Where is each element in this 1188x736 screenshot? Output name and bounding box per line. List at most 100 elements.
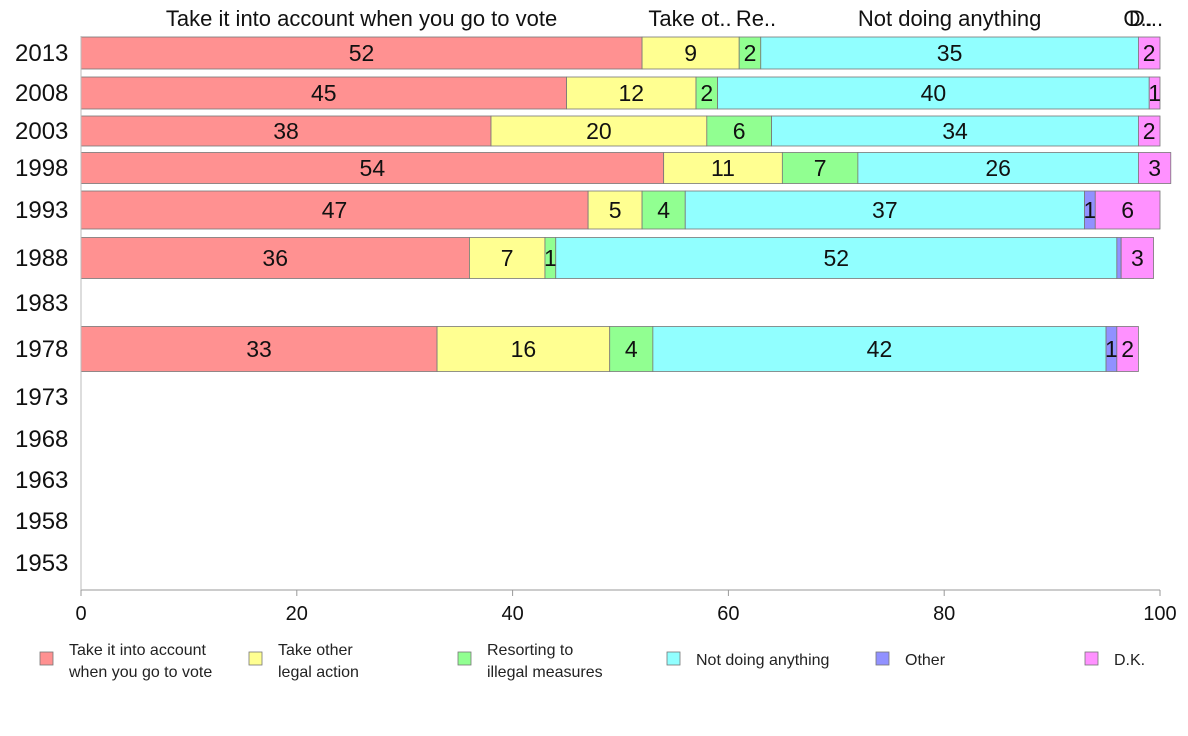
bar-value-label: 1	[1148, 80, 1161, 106]
bar-value-label: 20	[586, 118, 612, 144]
legend-label: when you go to vote	[68, 664, 212, 681]
legend-swatch	[666, 651, 681, 666]
bar-value-label: 54	[360, 155, 386, 181]
year-label: 1998	[15, 155, 68, 182]
year-label: 1973	[15, 384, 68, 411]
legend-label: D.K.	[1114, 652, 1145, 669]
year-label: 2008	[15, 80, 68, 107]
bar-segment	[80, 36, 643, 70]
year-label: 2013	[15, 40, 68, 67]
year-label: 2003	[15, 118, 68, 145]
bar-segment	[1148, 76, 1161, 110]
x-tick-label: 0	[75, 603, 86, 625]
year-label: 1978	[15, 336, 68, 363]
bar-segment	[663, 152, 783, 184]
year-label: 1953	[15, 550, 68, 577]
x-tick-label: 40	[501, 603, 523, 625]
bar-value-label: 4	[625, 336, 638, 362]
bar-segment	[566, 76, 697, 110]
bar-value-label: 3	[1148, 155, 1161, 181]
bar-value-label: 34	[942, 118, 968, 144]
legend-swatch	[875, 651, 890, 666]
year-label: 1993	[15, 197, 68, 224]
bar-segment	[80, 76, 567, 110]
bar-value-label: 40	[921, 80, 947, 106]
bar-value-label: 2	[700, 80, 713, 106]
bar-value-label: 1	[1105, 336, 1118, 362]
bar-segment	[1116, 237, 1122, 279]
bar-segment	[609, 326, 654, 372]
x-tick-label: 100	[1143, 603, 1176, 625]
bar-segment	[781, 152, 859, 184]
bar-value-label: 33	[246, 336, 272, 362]
year-label: 1963	[15, 467, 68, 494]
bar-value-label: 1	[544, 245, 557, 271]
bar-value-label: 35	[937, 40, 963, 66]
bar-value-label: 4	[657, 197, 670, 223]
bar-segment	[1120, 237, 1154, 279]
bar-value-label: 47	[322, 197, 348, 223]
bar-value-label: 6	[1121, 197, 1134, 223]
x-tick-label: 20	[286, 603, 308, 625]
legend-label: illegal measures	[487, 664, 603, 681]
bar-segment	[706, 115, 772, 147]
legend: Take it into account when you go to vote T…	[39, 642, 1145, 681]
legend-swatch	[457, 651, 472, 666]
bar-value-label: 7	[501, 245, 514, 271]
year-label: 1958	[15, 508, 68, 535]
year-axis-labels: 2013 2008 2003 1998 1993 1988 1983 1978 1973 1968…	[15, 40, 68, 577]
bars: 52 9 2 35 245 12 2 40 138 20 6 34 254 11 7 26 347 5 4 37 1 63…	[80, 36, 1172, 372]
top-series-label: D...	[1129, 6, 1163, 31]
top-series-label: Take ot..	[648, 6, 731, 31]
bar-value-label: 2	[1143, 118, 1156, 144]
legend-swatch	[248, 651, 263, 666]
legend-swatch	[1084, 651, 1099, 666]
bar-segment	[641, 36, 740, 70]
legend-label: Not doing anything	[696, 652, 829, 669]
legend-label: Resorting to	[487, 642, 573, 659]
bar-segment	[587, 190, 643, 230]
top-series-label: Take it into account when you go to vote	[166, 6, 557, 31]
bar-value-label: 11	[711, 155, 735, 181]
bar-value-label: 38	[273, 118, 299, 144]
year-label: 1988	[15, 245, 68, 272]
bar-value-label: 2	[744, 40, 757, 66]
bar-segment	[80, 237, 470, 279]
bar-segment	[436, 326, 611, 372]
bar-value-label: 5	[609, 197, 622, 223]
top-series-label: Re..	[736, 6, 776, 31]
bar-segment	[1138, 115, 1161, 147]
bar-value-label: 7	[814, 155, 827, 181]
bar-value-label: 6	[733, 118, 746, 144]
top-series-label: Not doing anything	[858, 6, 1041, 31]
bar-segment	[80, 152, 665, 184]
bar-segment	[80, 326, 438, 372]
bar-value-label: 3	[1131, 245, 1144, 271]
legend-label: Other	[905, 652, 946, 669]
bar-segment	[80, 115, 492, 147]
legend-swatch	[39, 651, 54, 666]
x-tick-label: 80	[933, 603, 955, 625]
bar-value-label: 12	[618, 80, 644, 106]
bar-segment	[684, 190, 1085, 230]
top-series-labels: Take it into account when you go to vote…	[166, 6, 1163, 31]
year-label: 1983	[15, 290, 68, 317]
bar-value-label: 26	[985, 155, 1011, 181]
bar-segment	[1116, 326, 1139, 372]
x-axis: 0 20 40 60 80 100	[75, 36, 1177, 625]
top-series-label: O..	[1123, 6, 1152, 31]
bar-value-label: 16	[511, 336, 537, 362]
bar-segment	[641, 190, 686, 230]
x-tick-label: 60	[717, 603, 739, 625]
bar-value-label: 42	[867, 336, 893, 362]
legend-label: Take it into account	[69, 642, 207, 659]
bar-segment	[469, 237, 546, 279]
bar-value-label: 36	[262, 245, 288, 271]
bar-value-label: 2	[1121, 336, 1134, 362]
bar-value-label: 52	[349, 40, 375, 66]
bar-value-label: 9	[684, 40, 697, 66]
bar-value-label: 37	[872, 197, 898, 223]
bar-segment	[717, 76, 1150, 110]
bar-segment	[1094, 190, 1161, 230]
